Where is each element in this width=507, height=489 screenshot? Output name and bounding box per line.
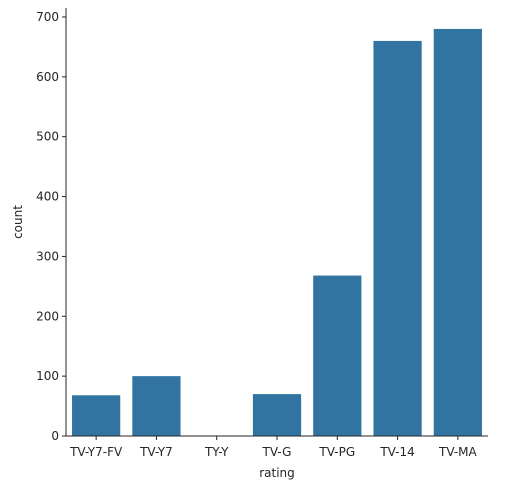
bar-tv-ma	[433, 28, 482, 436]
y-tick-label: 100	[36, 369, 59, 383]
y-tick-label: 500	[36, 130, 59, 144]
x-tick-label: TY-Y	[204, 445, 229, 459]
y-axis-ticks: 0 100 200 300 400 500 600 700	[36, 10, 66, 443]
x-axis-ticks: TV-Y7-FV TV-Y7 TY-Y TV-G TV-PG TV-14 TV-MA	[69, 436, 478, 459]
y-axis-label: count	[11, 205, 25, 239]
bar-tv-y7	[132, 376, 181, 436]
y-tick-label: 300	[36, 249, 59, 263]
bar-tv-pg	[313, 275, 362, 436]
bar-tv-y7-fv	[72, 395, 121, 436]
y-tick-label: 0	[51, 429, 59, 443]
y-tick-label: 200	[36, 309, 59, 323]
x-axis-label: rating	[259, 466, 295, 480]
y-tick-label: 700	[36, 10, 59, 24]
x-tick-label: TV-PG	[318, 445, 355, 459]
x-tick-label: TV-MA	[438, 445, 478, 459]
x-tick-label: TV-Y7-FV	[69, 445, 123, 459]
y-tick-label: 600	[36, 70, 59, 84]
bars-group	[72, 28, 482, 437]
y-tick-label: 400	[36, 190, 59, 204]
bar-tv-14	[373, 40, 422, 437]
x-tick-label: TV-Y7	[139, 445, 173, 459]
bar-tv-g	[252, 394, 302, 436]
x-tick-label: TV-14	[379, 445, 414, 459]
x-tick-label: TV-G	[262, 445, 292, 459]
